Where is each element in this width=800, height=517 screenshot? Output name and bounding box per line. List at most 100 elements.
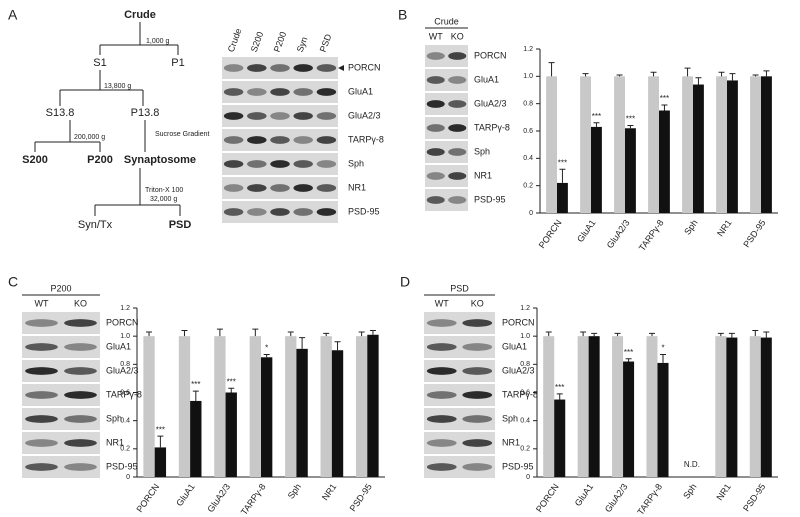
error-bar bbox=[627, 125, 634, 129]
bar bbox=[367, 334, 379, 477]
blot-band bbox=[247, 64, 267, 72]
blot-band bbox=[462, 319, 493, 327]
error-bar bbox=[548, 62, 555, 77]
significance-label: *** bbox=[626, 115, 635, 124]
blot-row-label: PSD-95 bbox=[106, 461, 138, 471]
blot-band bbox=[448, 196, 467, 204]
x-tick-label: GluA2/3 bbox=[605, 218, 632, 250]
lane-label: Syn bbox=[295, 35, 310, 53]
error-bar bbox=[181, 330, 188, 337]
diagram-label: 32,000 g bbox=[150, 196, 177, 203]
error-bar bbox=[717, 332, 724, 337]
blot-strip bbox=[425, 45, 468, 67]
bar bbox=[225, 392, 237, 477]
bar bbox=[750, 76, 761, 213]
significance-label: *** bbox=[624, 348, 633, 357]
blot-row-label: TARPγ-8 bbox=[348, 134, 384, 144]
bar bbox=[154, 447, 167, 477]
blot-band bbox=[270, 64, 290, 72]
blot-band bbox=[426, 319, 457, 327]
error-bar bbox=[593, 122, 600, 127]
panel-letter: B bbox=[398, 7, 407, 23]
blot-band bbox=[426, 463, 457, 471]
blot-band bbox=[426, 367, 457, 375]
error-bar bbox=[545, 331, 552, 337]
blot-lane-label: WT bbox=[435, 298, 449, 308]
blot-row-label: NR1 bbox=[106, 437, 124, 447]
error-bar bbox=[728, 332, 735, 338]
error-bar bbox=[648, 332, 655, 337]
diagram-label: 13,800 g bbox=[104, 83, 131, 90]
lane-label: S200 bbox=[249, 30, 266, 53]
blot-strip bbox=[425, 117, 468, 139]
bar bbox=[646, 336, 658, 477]
blot-band bbox=[223, 88, 244, 96]
blot-strip bbox=[424, 432, 495, 454]
error-bar bbox=[252, 328, 259, 337]
blot-band bbox=[64, 343, 97, 351]
blot-title: PSD bbox=[450, 283, 469, 293]
blot-band bbox=[223, 208, 244, 216]
diagram-label: P13.8 bbox=[131, 107, 160, 119]
error-bar bbox=[556, 393, 563, 400]
blot-title: P200 bbox=[50, 283, 71, 293]
y-tick-label: 0 bbox=[529, 210, 533, 217]
error-bar bbox=[614, 332, 621, 337]
bar bbox=[261, 357, 273, 477]
error-bar bbox=[616, 74, 623, 77]
blot-row-label: PORCN bbox=[348, 62, 381, 72]
blot-band bbox=[448, 52, 467, 60]
lane-label: P200 bbox=[272, 30, 289, 53]
blot-band bbox=[64, 439, 97, 447]
y-tick-label: 1.2 bbox=[520, 305, 530, 312]
blot-row-label: PSD-95 bbox=[348, 206, 380, 216]
bar bbox=[625, 128, 636, 213]
bar bbox=[657, 362, 669, 477]
x-tick-label: NR1 bbox=[715, 218, 734, 238]
significance-label: *** bbox=[227, 377, 236, 386]
y-tick-label: 0.8 bbox=[520, 361, 530, 368]
x-tick-label: PSD-95 bbox=[741, 482, 767, 514]
bar bbox=[591, 126, 602, 213]
lane-label: PSD bbox=[318, 32, 334, 53]
x-tick-label: PORCN bbox=[534, 482, 561, 514]
significance-label: * bbox=[661, 344, 664, 353]
bar bbox=[588, 336, 600, 477]
blot-strip bbox=[424, 312, 495, 334]
blot-band bbox=[25, 415, 58, 423]
blot-row-label: PSD-95 bbox=[502, 461, 534, 471]
blot-row-label: GluA1 bbox=[474, 74, 499, 84]
blot-strip bbox=[424, 408, 495, 430]
blot-band bbox=[316, 136, 337, 144]
blot-strip bbox=[22, 384, 100, 406]
blot-band bbox=[64, 463, 97, 471]
blot-row-label: GluA1 bbox=[348, 86, 373, 96]
diagram-label: Synaptosome bbox=[124, 154, 196, 166]
bar bbox=[285, 336, 297, 477]
y-tick-label: 1.2 bbox=[523, 46, 533, 53]
bar bbox=[554, 399, 566, 477]
bar bbox=[682, 76, 693, 213]
error-bar bbox=[334, 341, 341, 351]
bar bbox=[614, 76, 625, 213]
blot-band bbox=[426, 196, 445, 204]
error-bar bbox=[582, 73, 589, 77]
y-tick-label: 0.4 bbox=[120, 418, 130, 425]
bar bbox=[355, 336, 368, 477]
blot-band bbox=[462, 415, 493, 423]
blot-row-label: TARPγ-8 bbox=[474, 122, 510, 132]
fractionation-diagram: Crude 1,000 g S1 P1 13,800 g S13.8 P13.8… bbox=[22, 9, 209, 231]
diagram-label: S200 bbox=[22, 154, 48, 166]
blot-row-label: GluA2/3 bbox=[348, 110, 381, 120]
diagram-label: 200,000 g bbox=[74, 134, 105, 141]
blot-strip bbox=[424, 456, 495, 478]
blot-band bbox=[448, 76, 467, 84]
blot-band bbox=[448, 100, 467, 108]
bar bbox=[143, 336, 155, 477]
error-bar bbox=[684, 67, 691, 77]
blot-band bbox=[426, 124, 445, 132]
blot-row-label: Sph bbox=[502, 413, 518, 423]
significance-label: *** bbox=[555, 383, 564, 392]
blot-row-label: NR1 bbox=[474, 170, 492, 180]
